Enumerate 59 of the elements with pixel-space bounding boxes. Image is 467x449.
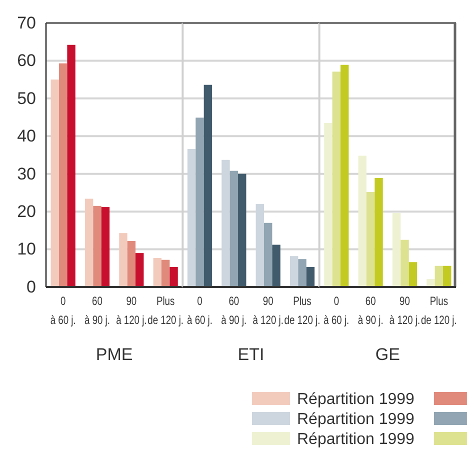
bar [230, 170, 238, 287]
y-tick-label: 70 [17, 13, 36, 32]
bar [290, 256, 298, 287]
y-tick-label: 50 [17, 88, 36, 108]
bar [119, 233, 128, 287]
bar [324, 122, 332, 287]
bar [67, 44, 76, 287]
x-tick-label: 0 à 60 j. [324, 294, 350, 328]
bar [306, 267, 315, 287]
bar [136, 253, 144, 287]
x-tick-label: 60 à 90 j. [358, 294, 384, 328]
y-tick-label: 30 [17, 164, 36, 184]
x-tick-label: 90 à 120 j. [116, 294, 147, 328]
legend-label: Répartition 1999 [297, 391, 415, 408]
bar [58, 63, 68, 287]
bar [332, 72, 341, 287]
y-tick-label: 40 [17, 126, 36, 146]
bar [196, 118, 204, 287]
bar [127, 240, 136, 287]
bar [153, 258, 162, 287]
bar [93, 206, 102, 287]
bar [84, 198, 94, 287]
bar [264, 222, 272, 287]
bar [426, 279, 435, 287]
x-tick-label: 0 à 60 j. [187, 294, 212, 328]
x-axis-title: GE [375, 345, 400, 364]
bar [50, 80, 59, 287]
x-tick-label: 60 à 90 j. [221, 294, 247, 328]
x-tick-label: 90 à 120 j. [389, 294, 420, 328]
bar [298, 259, 306, 287]
x-axis-title: PME [96, 345, 133, 364]
bar [408, 262, 418, 287]
y-tick-label: 20 [17, 202, 36, 222]
x-tick-label: Plus de 120 j. [420, 294, 457, 328]
bar [443, 266, 452, 287]
x-tick-label: Plus de 120 j. [148, 294, 184, 328]
bar [170, 267, 178, 287]
bar [400, 240, 409, 287]
x-tick-label: Plus de 120 j. [284, 294, 320, 328]
bar [340, 64, 349, 287]
bar [366, 192, 375, 287]
bar [272, 244, 280, 287]
y-tick-label: 10 [17, 240, 36, 259]
bar [434, 266, 444, 287]
x-axis-title: ETI [238, 345, 264, 364]
bar [358, 156, 366, 287]
y-tick-label: 0 [26, 277, 36, 296]
legend-label: Répartition 1999 [297, 411, 415, 428]
legend-label: Répartition 1999 [297, 431, 415, 448]
bar [392, 213, 401, 287]
bar [238, 174, 246, 287]
x-tick-label: 60 à 90 j. [84, 294, 110, 328]
x-tick-label: 0 à 60 j. [50, 294, 76, 328]
bar [161, 260, 170, 287]
bar [204, 84, 212, 287]
x-tick-label: 90 à 120 j. [252, 294, 284, 328]
bar [101, 207, 110, 287]
y-tick-label: 60 [17, 51, 36, 70]
bar [374, 178, 383, 287]
